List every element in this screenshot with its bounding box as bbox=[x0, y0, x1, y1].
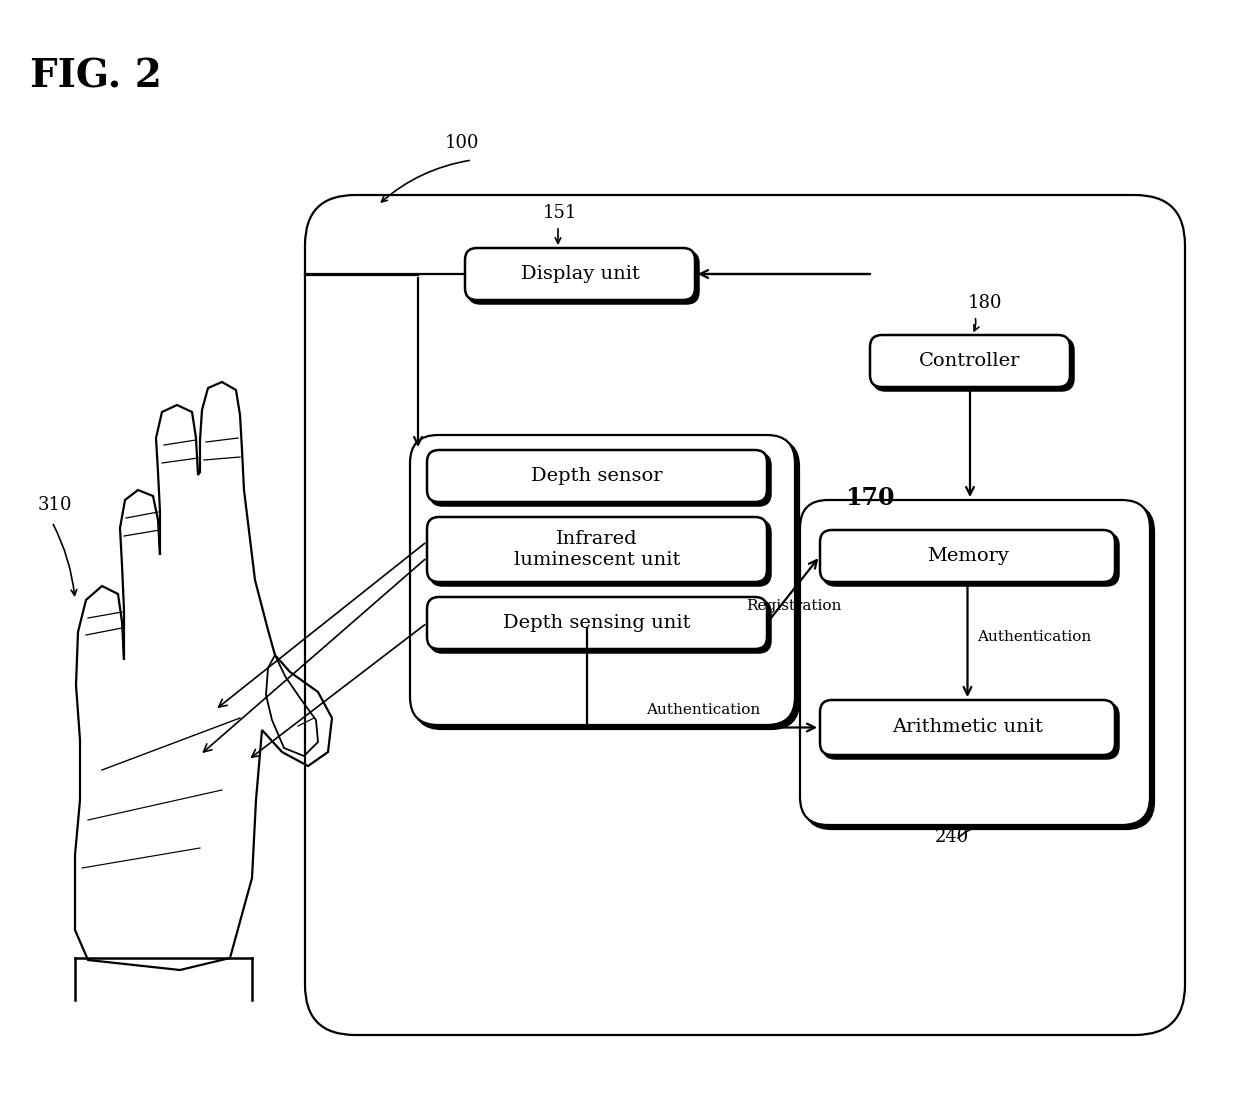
Text: 100: 100 bbox=[445, 134, 479, 152]
FancyBboxPatch shape bbox=[469, 252, 698, 304]
FancyBboxPatch shape bbox=[820, 700, 1115, 755]
Text: Memory: Memory bbox=[926, 547, 1008, 565]
Text: 310: 310 bbox=[38, 496, 72, 514]
Text: 240: 240 bbox=[935, 828, 970, 847]
FancyBboxPatch shape bbox=[430, 601, 770, 653]
Text: 220: 220 bbox=[799, 541, 830, 557]
Text: Depth sensing unit: Depth sensing unit bbox=[503, 614, 691, 632]
FancyBboxPatch shape bbox=[820, 530, 1115, 582]
FancyBboxPatch shape bbox=[804, 504, 1154, 829]
FancyBboxPatch shape bbox=[430, 521, 770, 585]
Text: 180: 180 bbox=[967, 294, 1002, 312]
Text: FIG. 2: FIG. 2 bbox=[30, 58, 162, 96]
Text: Authentication: Authentication bbox=[646, 702, 760, 717]
Text: 210: 210 bbox=[799, 519, 830, 535]
FancyBboxPatch shape bbox=[873, 339, 1074, 390]
Text: } 200: } 200 bbox=[828, 529, 875, 545]
FancyBboxPatch shape bbox=[305, 195, 1185, 1035]
FancyBboxPatch shape bbox=[427, 597, 768, 649]
FancyBboxPatch shape bbox=[823, 533, 1118, 585]
FancyBboxPatch shape bbox=[430, 453, 770, 505]
Text: Arithmetic unit: Arithmetic unit bbox=[892, 718, 1043, 737]
Text: Infrared
luminescent unit: Infrared luminescent unit bbox=[513, 530, 681, 568]
Text: Registration: Registration bbox=[745, 599, 841, 613]
Text: Depth sensor: Depth sensor bbox=[531, 466, 662, 485]
FancyBboxPatch shape bbox=[823, 704, 1118, 759]
FancyBboxPatch shape bbox=[427, 450, 768, 502]
Text: Controller: Controller bbox=[919, 352, 1021, 370]
FancyBboxPatch shape bbox=[800, 500, 1149, 825]
FancyBboxPatch shape bbox=[410, 435, 795, 725]
Text: Display unit: Display unit bbox=[521, 265, 640, 283]
Text: 151: 151 bbox=[543, 204, 577, 222]
FancyBboxPatch shape bbox=[427, 517, 768, 582]
FancyBboxPatch shape bbox=[870, 335, 1070, 387]
Text: Authentication: Authentication bbox=[977, 630, 1091, 644]
Text: 170: 170 bbox=[846, 486, 895, 510]
FancyBboxPatch shape bbox=[414, 439, 799, 729]
FancyBboxPatch shape bbox=[465, 248, 694, 300]
